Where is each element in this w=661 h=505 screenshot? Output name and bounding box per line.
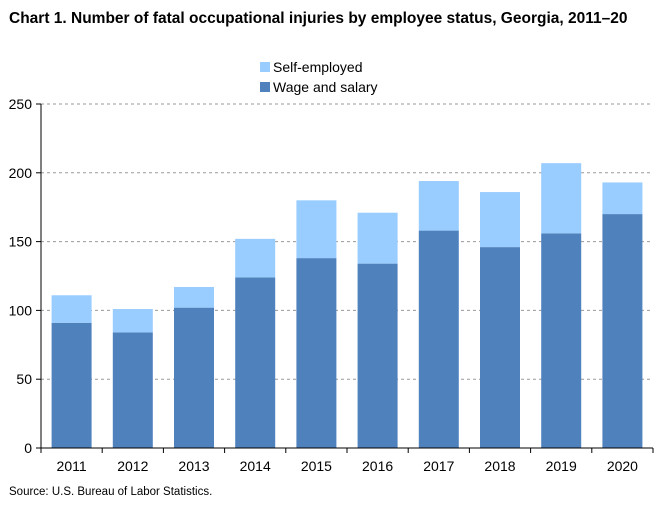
bar-self-employed-2019 (541, 163, 582, 234)
y-tick-label: 150 (9, 234, 33, 250)
bar-wage-and-salary-2013 (174, 307, 214, 448)
bar-wage-and-salary-2011 (51, 322, 92, 448)
x-tick-label: 2014 (240, 458, 271, 474)
legend-label: Self-employed (273, 59, 363, 75)
bar-self-employed-2014 (235, 238, 276, 278)
x-tick-label: 2018 (484, 458, 515, 474)
y-axis-ticks: 0 50 100 150 200 250 (9, 96, 41, 456)
bar-self-employed-2011 (51, 295, 92, 323)
chart-title: Chart 1. Number of fatal occupational in… (9, 10, 628, 27)
bar-wage-and-salary-2019 (541, 233, 582, 448)
legend-label: Wage and salary (273, 79, 378, 95)
bar-wage-and-salary-2015 (296, 258, 337, 448)
bar-wage-and-salary-2020 (602, 214, 643, 448)
x-tick-label: 2017 (423, 458, 454, 474)
y-tick-label: 50 (16, 371, 32, 387)
x-tick-label: 2015 (301, 458, 332, 474)
bar-self-employed-2015 (296, 200, 337, 259)
legend-swatch (260, 62, 270, 72)
legend-swatch (260, 82, 270, 92)
source-note: Source: U.S. Bureau of Labor Statistics. (9, 486, 213, 498)
x-tick-label: 2011 (57, 458, 87, 474)
bar-self-employed-2020 (602, 182, 643, 215)
bar-self-employed-2017 (418, 181, 459, 231)
bar-wage-and-salary-2014 (235, 277, 276, 448)
bar-self-employed-2016 (357, 212, 398, 264)
y-tick-label: 250 (9, 96, 33, 112)
bar-wage-and-salary-2012 (112, 332, 153, 448)
bars (51, 163, 643, 448)
x-tick-label: 2020 (607, 458, 638, 474)
bar-wage-and-salary-2018 (480, 247, 520, 448)
bar-self-employed-2018 (480, 192, 520, 248)
x-tick-label: 2016 (362, 458, 393, 474)
x-tick-label: 2012 (117, 458, 148, 474)
x-axis-ticks: 2011 2012 2013 2014 2015 2016 2017 2018 2019 2020 (40, 448, 654, 474)
bar-self-employed-2013 (174, 287, 214, 308)
y-tick-label: 100 (9, 302, 33, 318)
bar-wage-and-salary-2016 (357, 263, 398, 448)
bar-self-employed-2012 (112, 309, 153, 333)
legend: Self-employed Wage and salary (260, 59, 378, 95)
y-tick-label: 200 (9, 165, 33, 181)
bar-wage-and-salary-2017 (418, 230, 459, 448)
x-tick-label: 2013 (178, 458, 209, 474)
y-tick-label: 0 (24, 440, 32, 456)
x-tick-label: 2019 (546, 458, 577, 474)
